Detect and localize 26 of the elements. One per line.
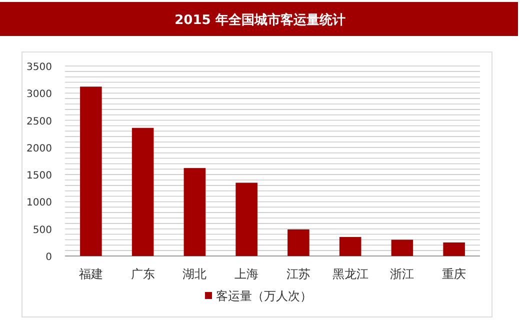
y-tick-label: 2000 [26, 143, 52, 154]
y-tick-label: 1000 [26, 198, 52, 209]
y-tick-label: 500 [32, 224, 52, 236]
x-tick-label: 福建 [78, 267, 103, 281]
x-tick-label: 江苏 [286, 267, 310, 281]
bar [184, 168, 206, 256]
chart-title: 2015 年全国城市客运量统计 [174, 12, 346, 28]
legend-label: 客运量（万人次） [216, 289, 312, 303]
y-tick-label: 3000 [26, 89, 52, 100]
x-tick-label: 广东 [130, 267, 155, 281]
y-tick-label: 0 [46, 252, 52, 263]
x-tick-label: 湖北 [182, 267, 207, 281]
x-tick-label: 浙江 [390, 267, 414, 281]
y-tick-label: 3500 [26, 62, 52, 73]
bar [391, 240, 414, 256]
bar [443, 242, 465, 256]
bar [80, 86, 102, 256]
bar [288, 229, 310, 256]
x-tick-label: 黑龙江 [332, 267, 368, 281]
bar [132, 128, 154, 256]
y-tick-label: 2500 [26, 116, 52, 128]
y-tick-label: 1500 [26, 170, 52, 182]
bar [236, 182, 258, 256]
x-tick-label: 上海 [234, 267, 259, 281]
x-tick-label: 重庆 [442, 267, 466, 281]
bar [339, 237, 362, 256]
